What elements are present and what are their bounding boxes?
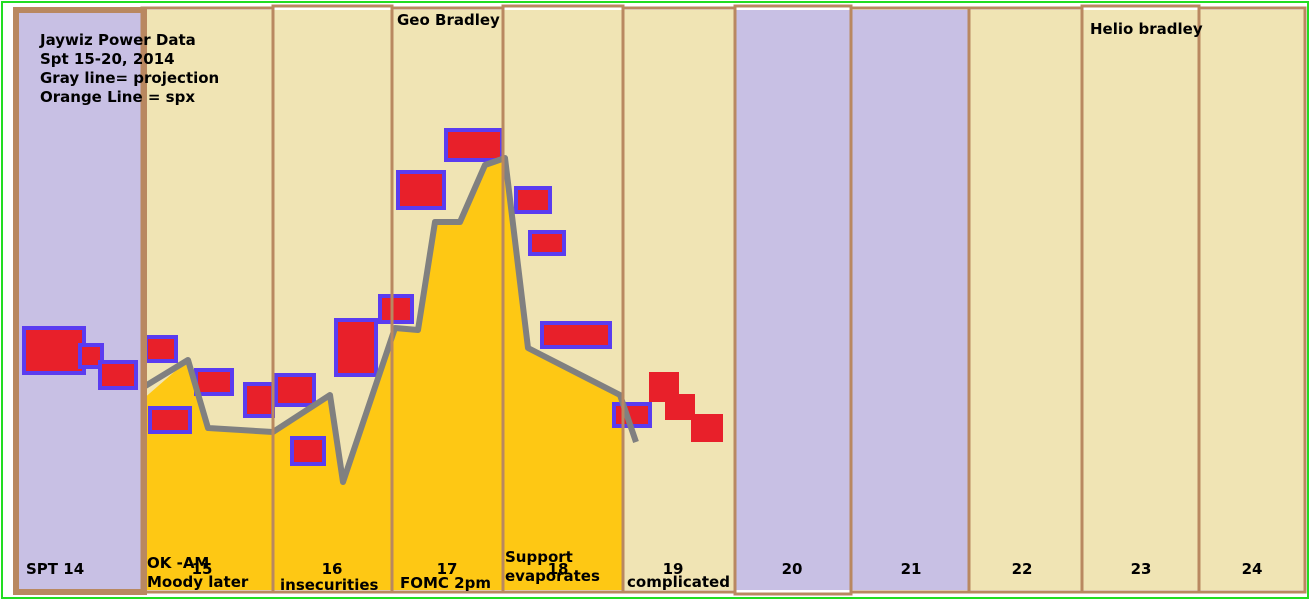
top-label: Helio bradley xyxy=(1090,20,1203,38)
header-line: Gray line= projection xyxy=(40,69,219,87)
day-label: 15 xyxy=(192,560,213,578)
note: insecurities xyxy=(280,576,379,594)
day-label: 23 xyxy=(1131,560,1152,578)
note: Support xyxy=(505,548,573,566)
note: evaporates xyxy=(505,567,600,585)
header-line: Spt 15-20, 2014 xyxy=(40,50,175,68)
day-label: SPT 14 xyxy=(26,560,84,578)
top-label: Geo Bradley xyxy=(397,11,500,29)
day-label: 19 xyxy=(663,560,684,578)
day-label: 20 xyxy=(782,560,803,578)
header-line: Orange Line = spx xyxy=(40,88,195,106)
day-label: 24 xyxy=(1242,560,1263,578)
day-label: 17 xyxy=(437,560,458,578)
power-blobs xyxy=(22,128,723,466)
header-line: Jaywiz Power Data xyxy=(39,31,196,49)
day-label: 18 xyxy=(548,560,569,578)
day-label: 21 xyxy=(901,560,922,578)
note: Moody later xyxy=(147,573,249,591)
note: FOMC 2pm xyxy=(400,574,491,592)
day-label: 16 xyxy=(322,560,343,578)
note: OK -AM xyxy=(147,554,209,572)
day-label: 22 xyxy=(1012,560,1033,578)
note: complicated xyxy=(627,573,730,591)
projection-line xyxy=(140,155,639,485)
column-borders xyxy=(13,4,1307,596)
